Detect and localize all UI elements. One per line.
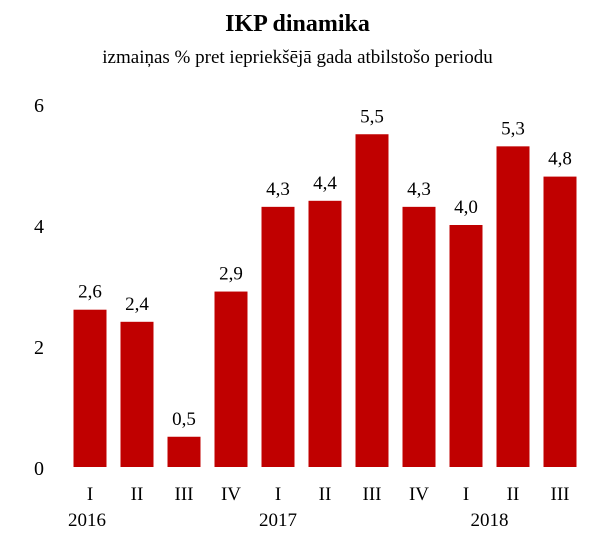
- bar-value-label: 5,5: [360, 106, 384, 127]
- bar-value-label: 4,3: [266, 179, 290, 200]
- x-tick-label: II: [507, 484, 520, 505]
- x-axis-tick-labels: I II III IV I II III IV I II III: [87, 484, 570, 505]
- bar: [355, 134, 389, 467]
- x-group-label: 2016: [68, 510, 106, 531]
- bar-value-label: 5,3: [501, 118, 525, 139]
- bar-value-label: 4,4: [313, 173, 337, 194]
- bar: [308, 200, 342, 468]
- bar: [543, 176, 577, 467]
- bar-value-label: 4,0: [454, 197, 478, 218]
- bar-value-label: 2,9: [219, 264, 243, 285]
- bar: [167, 436, 201, 467]
- chart-title: IKP dinamika: [225, 11, 370, 37]
- bar: [496, 146, 530, 467]
- y-axis-tick-labels: 0 2 4 6: [34, 95, 44, 480]
- x-tick-label: III: [175, 484, 194, 505]
- x-tick-label: II: [319, 484, 332, 505]
- x-tick-label: II: [131, 484, 144, 505]
- bar-value-label: 2,4: [125, 294, 149, 315]
- y-tick-label: 4: [34, 216, 44, 238]
- x-group-label: 2018: [471, 510, 509, 531]
- bar: [402, 206, 436, 467]
- bar: [449, 225, 483, 467]
- bar-value-label: 4,8: [548, 149, 572, 170]
- x-tick-label: I: [275, 484, 281, 505]
- bars: [73, 134, 577, 468]
- bar-value-label: 2,6: [78, 282, 102, 303]
- x-tick-label: IV: [221, 484, 241, 505]
- x-tick-label: IV: [409, 484, 429, 505]
- bar: [120, 321, 154, 467]
- x-axis-year-labels: 2016 2017 2018: [68, 510, 509, 531]
- x-tick-label: I: [463, 484, 469, 505]
- bar: [214, 291, 248, 467]
- chart-subtitle: izmaiņas % pret iepriekšējā gada atbilst…: [102, 47, 493, 68]
- y-tick-label: 0: [34, 458, 44, 480]
- x-tick-label: III: [551, 484, 570, 505]
- bar-value-label: 0,5: [172, 409, 196, 430]
- bar: [73, 309, 107, 467]
- y-tick-label: 6: [34, 95, 44, 117]
- x-tick-label: III: [363, 484, 382, 505]
- bar-value-label: 4,3: [407, 179, 431, 200]
- x-tick-label: I: [87, 484, 93, 505]
- bar: [261, 206, 295, 467]
- x-group-label: 2017: [259, 510, 297, 531]
- value-labels: 2,6 2,4 0,5 2,9 4,3 4,4 5,5 4,3 4,0 5,3 4,8: [78, 106, 572, 430]
- y-tick-label: 2: [34, 337, 44, 359]
